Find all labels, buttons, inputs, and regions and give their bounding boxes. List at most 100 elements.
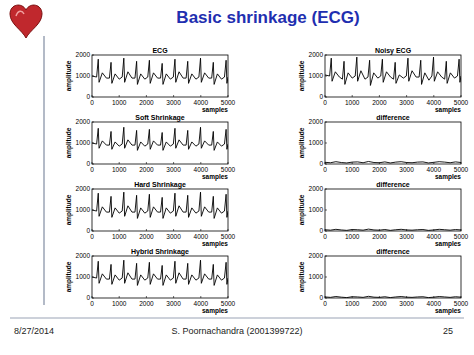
x-tick bbox=[173, 162, 174, 164]
x-tick-label: 2000 bbox=[372, 300, 387, 307]
y-axis-label: amplitude bbox=[65, 194, 73, 225]
x-tick bbox=[200, 95, 201, 97]
y-tick bbox=[92, 189, 94, 190]
y-tick-label: 0 bbox=[319, 294, 323, 301]
y-tick bbox=[325, 55, 327, 56]
x-tick-label: 1000 bbox=[112, 233, 127, 240]
data-group bbox=[92, 127, 228, 150]
x-tick-label: 0 bbox=[323, 300, 327, 307]
x-tick-label: 2000 bbox=[139, 99, 154, 106]
plot-frame bbox=[325, 256, 461, 298]
x-tick-label: 0 bbox=[323, 233, 327, 240]
chart-title: Hybrid Shrinkage bbox=[131, 248, 189, 256]
y-tick bbox=[325, 256, 327, 257]
y-tick-label: 0 bbox=[319, 227, 323, 234]
x-tick-label: 1000 bbox=[345, 166, 360, 173]
signal-line bbox=[92, 58, 228, 84]
x-tick-label: 3000 bbox=[399, 166, 414, 173]
x-axis-label: samples bbox=[202, 240, 228, 248]
x-tick bbox=[119, 229, 120, 231]
x-tick bbox=[461, 95, 462, 97]
x-tick-label: 1000 bbox=[345, 300, 360, 307]
y-tick-label: 1000 bbox=[76, 273, 91, 280]
x-tick bbox=[146, 95, 147, 97]
y-tick-label: 0 bbox=[86, 227, 90, 234]
data-group bbox=[325, 296, 461, 297]
x-tick-label: 2000 bbox=[139, 300, 154, 307]
signal-line bbox=[92, 260, 228, 285]
x-tick-label: 1000 bbox=[345, 99, 360, 106]
signal-line bbox=[325, 229, 461, 230]
x-tick bbox=[200, 162, 201, 164]
chart-title: difference bbox=[376, 114, 410, 121]
y-tick bbox=[92, 164, 94, 165]
plot-frame bbox=[325, 122, 461, 164]
y-tick-label: 2000 bbox=[309, 252, 324, 259]
y-tick-label: 0 bbox=[86, 93, 90, 100]
y-tick-label: 2000 bbox=[76, 51, 91, 58]
x-tick-label: 3000 bbox=[166, 166, 181, 173]
heart-icon bbox=[10, 5, 42, 38]
x-tick bbox=[146, 162, 147, 164]
x-tick-label: 4000 bbox=[427, 300, 442, 307]
y-tick-label: 2000 bbox=[309, 185, 324, 192]
x-tick-label: 4000 bbox=[427, 166, 442, 173]
x-tick bbox=[406, 95, 407, 97]
y-tick-label: 1000 bbox=[76, 139, 91, 146]
plot-frame bbox=[92, 122, 228, 164]
chart: 010002000300040005000010002000Noisy ECGs… bbox=[298, 47, 469, 114]
chart: 010002000300040005000010002000Hybrid Shr… bbox=[65, 248, 236, 315]
x-tick-label: 2000 bbox=[372, 233, 387, 240]
signal-line bbox=[92, 127, 228, 150]
y-axis-label: amplitude bbox=[298, 261, 306, 292]
chart: 010002000300040005000010002000difference… bbox=[298, 181, 469, 248]
x-axis-label: samples bbox=[435, 240, 461, 248]
y-tick-label: 1000 bbox=[309, 72, 324, 79]
x-axis-label: samples bbox=[435, 307, 461, 315]
x-axis-label: samples bbox=[202, 307, 228, 315]
signal-line bbox=[92, 192, 228, 218]
data-group bbox=[325, 161, 461, 162]
x-tick bbox=[352, 95, 353, 97]
x-tick bbox=[173, 296, 174, 298]
slide: Basic shrinkage (ECG)8/27/2014S. Poornac… bbox=[0, 0, 474, 355]
x-tick-label: 4000 bbox=[194, 166, 209, 173]
y-tick bbox=[325, 277, 327, 278]
x-tick-label: 1000 bbox=[112, 99, 127, 106]
x-tick bbox=[119, 95, 120, 97]
x-tick-label: 5000 bbox=[221, 99, 236, 106]
y-axis-label: amplitude bbox=[298, 127, 306, 158]
y-tick bbox=[325, 189, 327, 190]
heart-highlight bbox=[16, 11, 24, 16]
x-tick bbox=[200, 229, 201, 231]
y-tick-label: 1000 bbox=[309, 273, 324, 280]
data-group bbox=[92, 260, 228, 285]
x-tick bbox=[433, 95, 434, 97]
x-tick bbox=[228, 229, 229, 231]
chart: 010002000300040005000010002000Soft Shrin… bbox=[65, 114, 236, 181]
y-tick bbox=[92, 231, 94, 232]
y-tick bbox=[325, 97, 327, 98]
x-tick-label: 5000 bbox=[221, 233, 236, 240]
plot-frame bbox=[92, 189, 228, 231]
x-tick-label: 5000 bbox=[221, 300, 236, 307]
x-tick-label: 3000 bbox=[166, 233, 181, 240]
signal-line bbox=[325, 161, 461, 162]
x-tick bbox=[228, 296, 229, 298]
x-tick-label: 0 bbox=[90, 300, 94, 307]
y-axis-label: amplitude bbox=[298, 194, 306, 225]
x-tick-label: 3000 bbox=[166, 300, 181, 307]
data-group bbox=[92, 192, 228, 218]
y-tick-label: 0 bbox=[86, 294, 90, 301]
x-tick-label: 3000 bbox=[166, 99, 181, 106]
data-group bbox=[92, 58, 228, 84]
chart: 010002000300040005000010002000difference… bbox=[298, 248, 469, 315]
x-tick-label: 2000 bbox=[372, 166, 387, 173]
plot-frame bbox=[92, 55, 228, 97]
signal-line bbox=[325, 296, 461, 297]
x-tick-label: 4000 bbox=[194, 99, 209, 106]
chart-title: difference bbox=[376, 181, 410, 188]
x-tick-label: 3000 bbox=[399, 233, 414, 240]
y-tick bbox=[92, 256, 94, 257]
x-axis-label: samples bbox=[202, 106, 228, 114]
